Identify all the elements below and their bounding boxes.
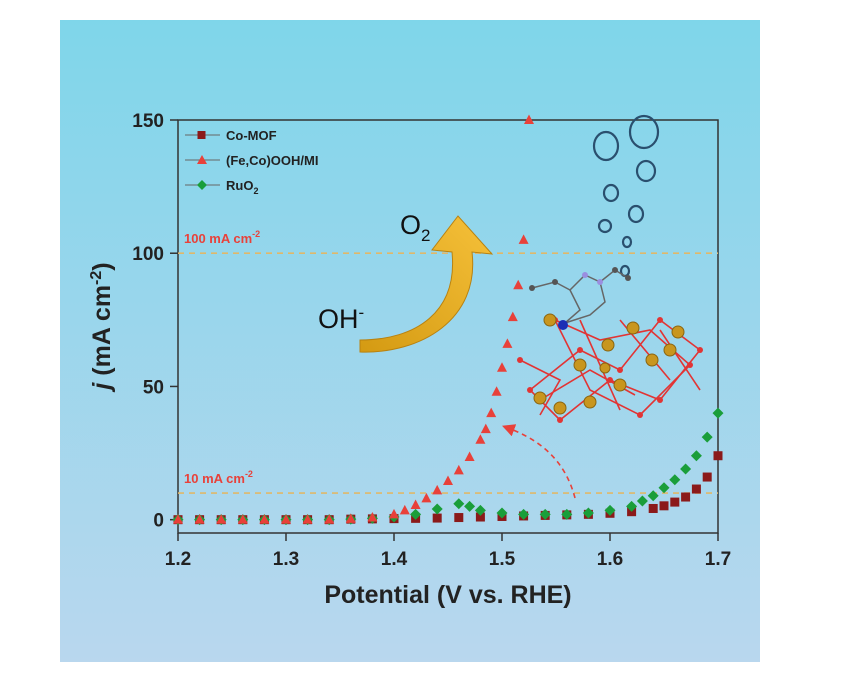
data-point-ruo2 — [669, 474, 681, 486]
data-point-fecoooh — [389, 508, 399, 519]
data-point-co-mof — [648, 503, 658, 513]
data-point-fecoooh — [464, 451, 475, 462]
data-point-fecoooh — [237, 514, 248, 524]
data-point-fecoooh — [259, 514, 270, 524]
data-point-fecoooh — [475, 434, 486, 444]
curved-arrow-icon — [359, 215, 494, 353]
data-point-fecoooh — [507, 311, 518, 322]
data-point-ruo2 — [658, 482, 670, 494]
data-point-co-mof — [713, 451, 723, 461]
legend-label-co-mof: Co-MOF — [226, 128, 277, 143]
data-point-fecoooh — [524, 114, 534, 124]
data-point-ruo2 — [410, 508, 422, 520]
data-point-co-mof — [475, 512, 485, 522]
data-point-ruo2 — [647, 490, 659, 502]
legend: Co-MOF (Fe,Co)OOH/MI RuO2 — [185, 128, 318, 196]
data-point-fecoooh — [216, 514, 227, 524]
data-point-fecoooh — [194, 514, 205, 524]
data-point-fecoooh — [399, 504, 410, 515]
data-point-fecoooh — [302, 514, 313, 524]
legend-label-ruo2: RuO2 — [226, 178, 258, 196]
data-point-fecoooh — [497, 362, 507, 372]
data-point-fecoooh — [491, 386, 502, 396]
data-point-ruo2 — [712, 407, 724, 419]
data-point-co-mof — [691, 484, 701, 494]
data-point-co-mof — [432, 513, 442, 523]
y-tick-label: 100 — [132, 244, 164, 265]
data-point-fecoooh — [518, 234, 529, 244]
oxygen-bubbles-icon — [592, 114, 660, 278]
plot-frame — [177, 119, 719, 534]
x-tick-label: 1.3 — [273, 549, 299, 570]
data-point-co-mof — [659, 501, 669, 511]
data-point-co-mof — [670, 497, 680, 507]
data-point-fecoooh — [486, 407, 497, 418]
data-marks — [172, 114, 724, 526]
data-point-fecoooh — [513, 279, 524, 290]
data-point-co-mof — [681, 492, 691, 502]
data-point-fecoooh — [502, 338, 513, 348]
reference-label-100: 100 mA cm-2 — [184, 229, 260, 246]
data-point-ruo2 — [690, 450, 702, 462]
y-tick-label: 150 — [132, 111, 164, 132]
y-axis-label: j (mA cm-2) — [88, 262, 116, 392]
data-point-fecoooh — [410, 499, 421, 510]
data-point-fecoooh — [345, 513, 356, 523]
data-point-fecoooh — [453, 464, 464, 475]
data-point-ruo2 — [626, 500, 638, 512]
x-axis-label: Potential (V vs. RHE) — [324, 581, 571, 609]
data-point-ruo2 — [464, 500, 476, 512]
data-point-ruo2 — [539, 508, 551, 520]
data-point-ruo2 — [701, 431, 713, 443]
data-point-fecoooh — [480, 423, 491, 434]
x-tick-label: 1.7 — [705, 549, 731, 570]
data-point-ruo2 — [582, 507, 594, 519]
x-tick-label: 1.2 — [165, 549, 191, 570]
data-point-ruo2 — [474, 504, 486, 516]
legend-marker-fecoooh — [197, 155, 207, 164]
data-point-fecoooh — [443, 475, 453, 486]
data-point-ruo2 — [431, 503, 443, 515]
data-point-ruo2 — [518, 508, 530, 520]
chart-figure: 100 mA cm-2 10 mA cm-2 1.2 1.3 1.4 1.5 1.6 1.… — [60, 20, 760, 662]
legend-marker-ruo2 — [197, 180, 207, 190]
data-point-ruo2 — [453, 498, 465, 510]
y-tick-label: 0 — [153, 511, 164, 532]
legend-label-fecoooh: (Fe,Co)OOH/MI — [226, 153, 318, 168]
legend-marker-co-mof — [197, 131, 206, 139]
data-point-ruo2 — [561, 508, 573, 520]
data-point-fecoooh — [173, 514, 183, 524]
data-point-co-mof — [454, 513, 464, 523]
x-tick-label: 1.4 — [381, 549, 408, 570]
oer-arrow-illustration: O2 OH- — [318, 210, 494, 353]
data-point-fecoooh — [281, 514, 291, 524]
x-tick-label: 1.6 — [597, 549, 623, 570]
data-point-ruo2 — [604, 504, 616, 516]
data-point-fecoooh — [324, 514, 335, 524]
data-point-ruo2 — [680, 463, 692, 475]
data-point-co-mof — [702, 472, 712, 482]
crystal-structure-icon — [517, 267, 703, 423]
axis-ticks: 1.2 1.3 1.4 1.5 1.6 1.7 0 50 100 150 — [132, 111, 731, 570]
data-point-ruo2 — [636, 495, 648, 507]
annotation-arrow — [502, 424, 576, 499]
reference-label-10: 10 mA cm-2 — [184, 469, 253, 486]
data-point-fecoooh — [367, 512, 378, 522]
y-tick-label: 50 — [143, 377, 164, 398]
x-tick-label: 1.5 — [489, 549, 516, 570]
oh-label: OH- — [318, 303, 364, 334]
data-point-fecoooh — [421, 492, 432, 503]
data-point-ruo2 — [496, 507, 508, 519]
data-point-fecoooh — [432, 484, 443, 495]
o2-label: O2 — [400, 210, 430, 245]
chart-svg: 100 mA cm-2 10 mA cm-2 1.2 1.3 1.4 1.5 1.6 1.… — [60, 20, 760, 662]
